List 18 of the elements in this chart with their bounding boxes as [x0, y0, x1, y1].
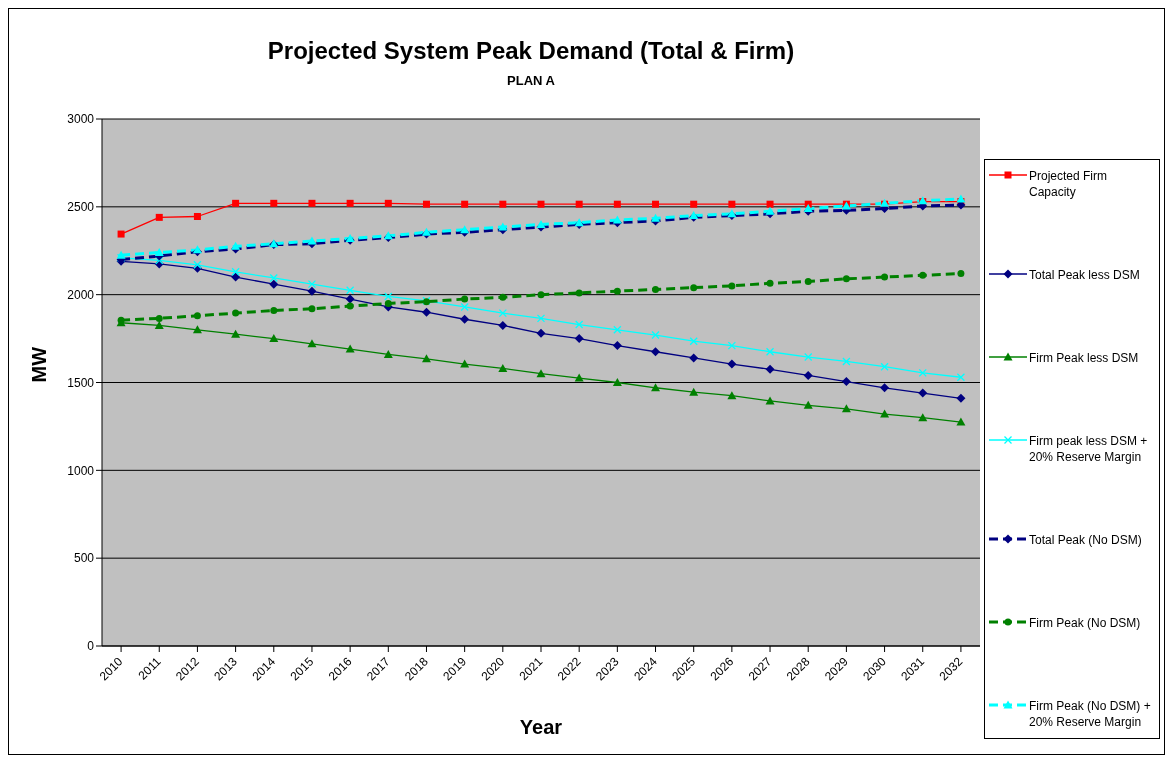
legend-label: Firm peak less DSM + 20% Reserve Margin: [1029, 433, 1149, 465]
y-tick-label: 0: [87, 639, 95, 654]
chart-subtitle: PLAN A: [506, 73, 556, 88]
y-tick-label: 1500: [67, 375, 95, 390]
x-axis-title: Year: [519, 716, 563, 738]
y-tick-label: 3000: [67, 112, 95, 127]
y-tick-label: 500: [73, 551, 95, 566]
legend-label: Firm Peak (No DSM): [1029, 615, 1141, 631]
chart-title: Projected System Peak Demand (Total & Firm): [266, 37, 796, 65]
y-tick-label: 1000: [67, 463, 95, 478]
y-tick-label: 2000: [67, 287, 95, 302]
legend-label: Projected Firm Capacity: [1029, 168, 1109, 200]
legend-label: Firm Peak (No DSM) + 20% Reserve Margin: [1029, 698, 1152, 730]
legend-label: Total Peak (No DSM): [1029, 532, 1142, 548]
y-axis-title: MW: [28, 346, 51, 383]
y-tick-label: 2500: [67, 200, 95, 215]
legend-label: Firm Peak less DSM: [1029, 350, 1139, 366]
legend-label: Total Peak less DSM: [1029, 267, 1140, 283]
